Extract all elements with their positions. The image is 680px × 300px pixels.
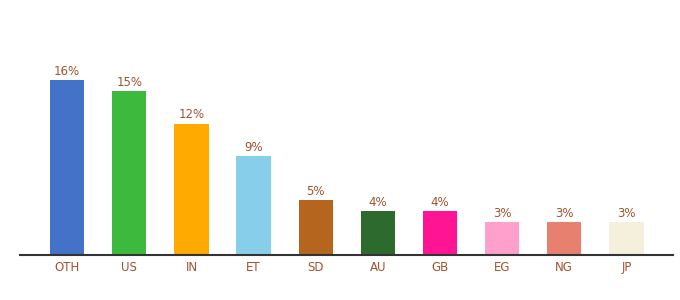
Text: 4%: 4%: [430, 196, 449, 209]
Bar: [112, 91, 146, 255]
Bar: [547, 222, 581, 255]
Text: 12%: 12%: [178, 108, 205, 122]
Text: 5%: 5%: [307, 185, 325, 198]
Text: 4%: 4%: [369, 196, 387, 209]
Bar: [423, 211, 457, 255]
Bar: [174, 124, 209, 255]
Text: 9%: 9%: [244, 141, 263, 154]
Bar: [299, 200, 333, 255]
Bar: [609, 222, 643, 255]
Bar: [485, 222, 520, 255]
Bar: [50, 80, 84, 255]
Text: 16%: 16%: [54, 64, 80, 78]
Bar: [361, 211, 395, 255]
Bar: [237, 156, 271, 255]
Text: 3%: 3%: [493, 207, 511, 220]
Text: 3%: 3%: [617, 207, 636, 220]
Text: 15%: 15%: [116, 76, 142, 88]
Text: 3%: 3%: [555, 207, 573, 220]
